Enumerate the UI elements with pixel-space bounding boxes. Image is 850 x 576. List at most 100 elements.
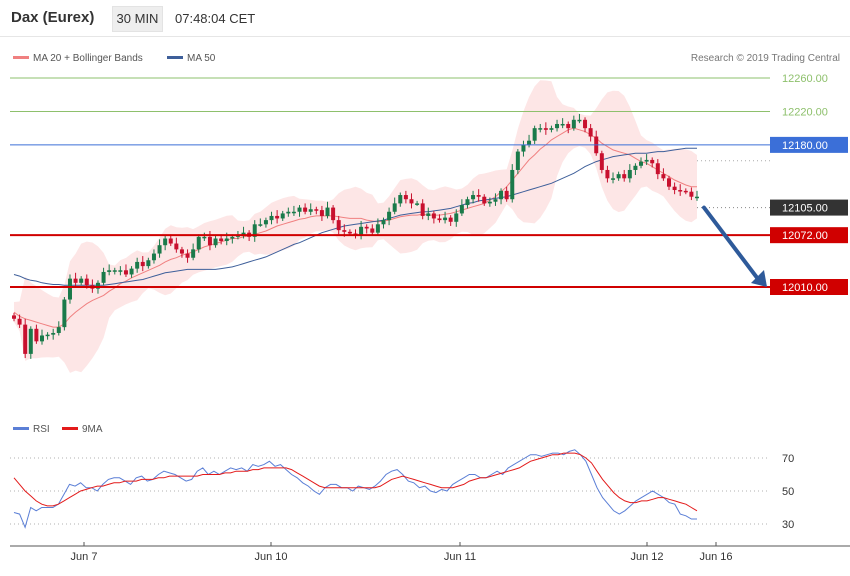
candle-body (527, 140, 532, 145)
candle-body (476, 195, 481, 197)
time-axis: Jun 7 Jun 10 Jun 11 Jun 12 Jun 16 (10, 542, 850, 563)
main-plot (12, 80, 699, 373)
level-tag-bg (770, 279, 848, 295)
candle-body (168, 238, 173, 244)
candle-body (157, 245, 162, 254)
candle-body (555, 123, 560, 129)
candle-body (84, 278, 89, 286)
candle-body (655, 163, 660, 175)
candle-body (639, 161, 644, 166)
legend: MA 20 + Bollinger Bands MA 50 Research ©… (13, 53, 840, 64)
candle-body (291, 211, 296, 214)
candle-body (263, 220, 268, 225)
candle-body (62, 299, 67, 328)
candle-body (342, 230, 347, 232)
candle-body (196, 236, 201, 250)
candle-body (459, 205, 464, 214)
candle-body (224, 238, 229, 242)
rsi-tick-label: 50 (782, 486, 794, 498)
candle-body (347, 231, 352, 234)
ma20-legend-swatch (13, 56, 29, 59)
candle-body (275, 215, 280, 219)
level-label: 12220.00 (782, 106, 828, 118)
candle-body (420, 203, 425, 216)
rsi-legend-label: RSI (33, 424, 50, 435)
candle-body (56, 327, 61, 333)
candle-body (403, 195, 408, 200)
ma50-legend-swatch (167, 56, 183, 59)
candle-body (695, 196, 699, 199)
candle-body (146, 260, 151, 267)
candle-body (12, 315, 16, 319)
candle-body (616, 174, 621, 179)
rsi-legend: RSI 9MA (13, 424, 103, 435)
rsi-ma-legend-label: 9MA (82, 424, 103, 435)
candle-body (51, 332, 56, 335)
candle-body (543, 128, 548, 130)
candle-body (605, 169, 610, 179)
candle-body (359, 226, 364, 236)
candle-body (482, 196, 487, 204)
forecast-arrow-shaft (702, 205, 760, 281)
candle-body (493, 199, 498, 202)
candle-body (465, 199, 470, 206)
bollinger-band (14, 80, 697, 373)
rsi-line (13, 449, 697, 529)
ma20-legend-label: MA 20 + Bollinger Bands (33, 53, 143, 64)
credit-text: Research © 2019 Trading Central (691, 53, 840, 64)
candle-body (532, 128, 537, 141)
candle-body (179, 249, 184, 254)
candle-body (471, 195, 476, 200)
candle-body (521, 144, 526, 152)
candle-body (174, 243, 179, 250)
candle-body (191, 249, 196, 258)
candle-body (566, 123, 571, 129)
candle-body (375, 224, 380, 233)
candle-body (689, 191, 694, 197)
candle-body (633, 165, 638, 170)
candle-body (454, 213, 459, 222)
candle-body (398, 195, 403, 204)
candle-body (297, 207, 302, 212)
rsi-ma-legend-swatch (62, 427, 78, 430)
interval-button[interactable]: 30 MIN (112, 6, 163, 32)
candle-body (207, 236, 212, 246)
level-label: 12260.00 (782, 73, 828, 85)
candle-body (39, 335, 44, 342)
candle-body (258, 224, 263, 226)
candle-body (644, 159, 649, 162)
candle-body (392, 203, 397, 212)
candle-body (499, 190, 504, 200)
level-label: 12010.00 (782, 282, 828, 294)
candle-body (683, 190, 688, 193)
candle-body (510, 169, 515, 200)
candle-body (23, 324, 28, 354)
candle-body (622, 174, 627, 179)
candle-body (135, 261, 140, 269)
chart-header: Dax (Eurex) 30 MIN 07:48:04 CET (0, 0, 850, 37)
candle-body (280, 213, 285, 219)
level-tag-bg (770, 199, 848, 216)
candle-body (588, 128, 593, 137)
candle-body (370, 228, 375, 233)
candle-body (34, 328, 39, 342)
ma50-line (13, 147, 697, 286)
candle-body (599, 153, 604, 170)
candle-body (241, 232, 246, 236)
candle-body (219, 238, 224, 242)
candle-body (118, 270, 123, 272)
candle-body (336, 220, 341, 231)
candle-body (431, 213, 436, 219)
candle-body (202, 236, 207, 239)
rsi-tick-label: 70 (782, 453, 794, 465)
candle-body (515, 151, 520, 170)
ma20-line (13, 127, 697, 328)
rsi-panel: 70 50 30 (10, 449, 794, 531)
level-label: 12180.00 (782, 140, 828, 152)
candle-body (129, 268, 134, 275)
candle-body (286, 211, 291, 214)
candle-body (672, 186, 677, 191)
candle-body (487, 201, 492, 204)
candle-body (314, 209, 319, 211)
candle-body (409, 199, 414, 204)
